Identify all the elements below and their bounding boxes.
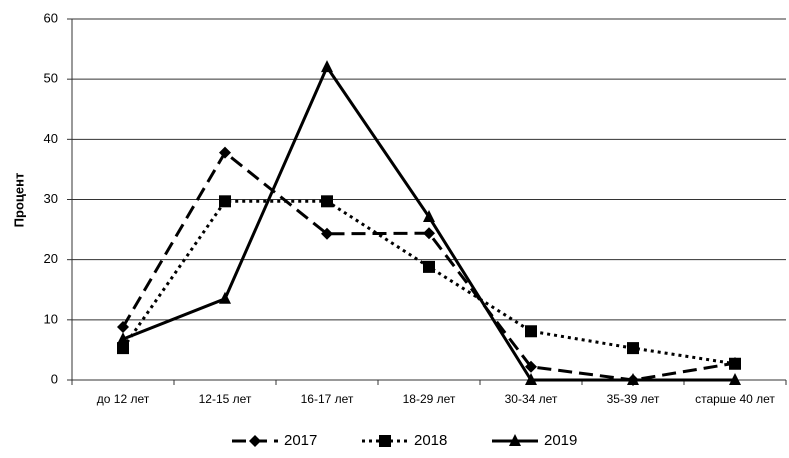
point-marker bbox=[117, 332, 129, 345]
point-marker bbox=[219, 291, 231, 304]
point-marker bbox=[525, 360, 537, 373]
y-tick-label: 10 bbox=[44, 311, 58, 326]
x-tick-label: 30-34 лет bbox=[504, 392, 558, 406]
point-marker bbox=[525, 325, 537, 338]
point-marker bbox=[729, 357, 741, 370]
point-marker bbox=[627, 373, 639, 385]
point-marker bbox=[423, 209, 435, 222]
x-tick-label: старше 40 лет bbox=[695, 392, 775, 406]
legend-marker bbox=[379, 435, 391, 447]
y-tick-label: 30 bbox=[44, 191, 58, 206]
point-marker bbox=[423, 260, 435, 273]
y-tick-label: 0 bbox=[51, 371, 58, 386]
legend-marker bbox=[249, 435, 261, 447]
point-marker bbox=[321, 195, 333, 208]
x-tick-label: 18-29 лет bbox=[402, 392, 456, 406]
point-marker bbox=[219, 195, 231, 208]
x-tick-label: до 12 лет bbox=[96, 392, 150, 406]
x-tick-label: 35-39 лет bbox=[606, 392, 660, 406]
legend-label: 2019 bbox=[544, 432, 577, 449]
legend-label: 2018 bbox=[414, 432, 447, 449]
y-tick-label: 40 bbox=[44, 131, 58, 146]
point-marker bbox=[525, 373, 537, 385]
y-tick-label: 50 bbox=[44, 71, 58, 86]
point-marker bbox=[117, 321, 129, 334]
x-tick-label: 16-17 лет bbox=[300, 392, 354, 406]
point-marker bbox=[219, 146, 231, 159]
y-axis-label: Процент bbox=[11, 173, 26, 228]
point-marker bbox=[423, 227, 435, 240]
legend-marker bbox=[509, 434, 521, 446]
series-line bbox=[122, 64, 735, 382]
point-marker bbox=[321, 60, 333, 73]
y-tick-label: 60 bbox=[44, 10, 58, 25]
legend-label: 2017 bbox=[284, 432, 317, 449]
point-marker bbox=[729, 373, 741, 385]
point-marker bbox=[117, 342, 129, 355]
x-tick-label: 12-15 лет bbox=[198, 392, 252, 406]
point-marker bbox=[627, 342, 639, 355]
y-tick-label: 20 bbox=[44, 251, 58, 266]
point-marker bbox=[321, 227, 333, 240]
series-line bbox=[121, 199, 736, 366]
